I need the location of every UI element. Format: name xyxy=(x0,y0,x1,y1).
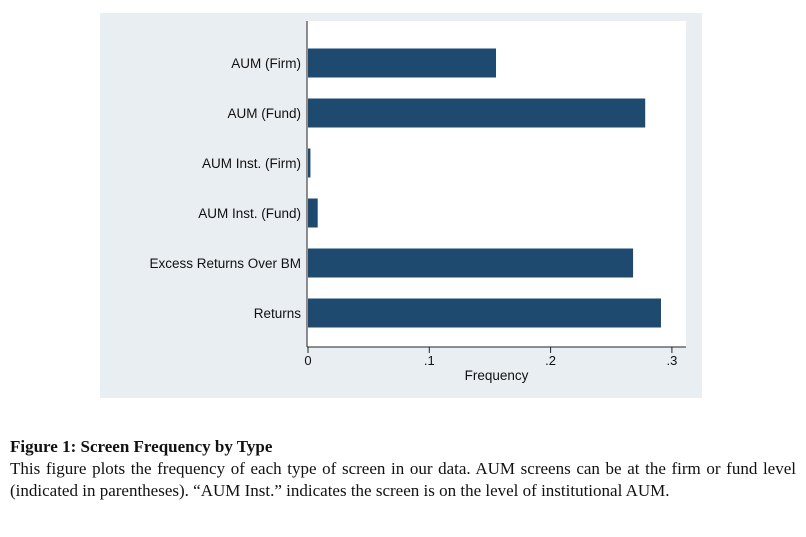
category-label: AUM (Fund) xyxy=(227,106,301,121)
figure-caption: Figure 1: Screen Frequency by Type This … xyxy=(10,436,796,502)
category-label: AUM (Firm) xyxy=(231,56,301,71)
category-label: Returns xyxy=(254,306,302,321)
caption-text: This figure plots the frequency of each … xyxy=(10,459,796,500)
bar-5 xyxy=(308,298,661,328)
x-axis-title: Frequency xyxy=(465,368,529,383)
x-tick-label: .3 xyxy=(666,353,677,368)
figure-panel: AUM (Firm) AUM (Fund) AUM Inst. (Firm) AUM … xyxy=(100,13,702,398)
x-tick-label: .1 xyxy=(424,353,435,368)
bar-chart: AUM (Firm) AUM (Fund) AUM Inst. (Firm) AUM … xyxy=(149,21,686,383)
x-tick-label: .2 xyxy=(545,353,556,368)
caption-title: Figure 1: Screen Frequency by Type xyxy=(10,437,273,456)
x-axis: 0 .1 .2 .3 xyxy=(304,21,686,368)
bar-1 xyxy=(308,98,646,128)
x-tick-label: 0 xyxy=(304,353,311,368)
category-labels: AUM (Firm) AUM (Fund) AUM Inst. (Firm) AUM … xyxy=(149,56,301,321)
bar-3 xyxy=(308,198,318,228)
bar-2 xyxy=(308,148,311,178)
bar-0 xyxy=(308,48,497,78)
category-label: Excess Returns Over BM xyxy=(149,256,301,271)
category-label: AUM Inst. (Fund) xyxy=(198,206,301,221)
bar-4 xyxy=(308,248,634,278)
category-label: AUM Inst. (Firm) xyxy=(202,156,301,171)
bars-layer xyxy=(308,48,661,328)
